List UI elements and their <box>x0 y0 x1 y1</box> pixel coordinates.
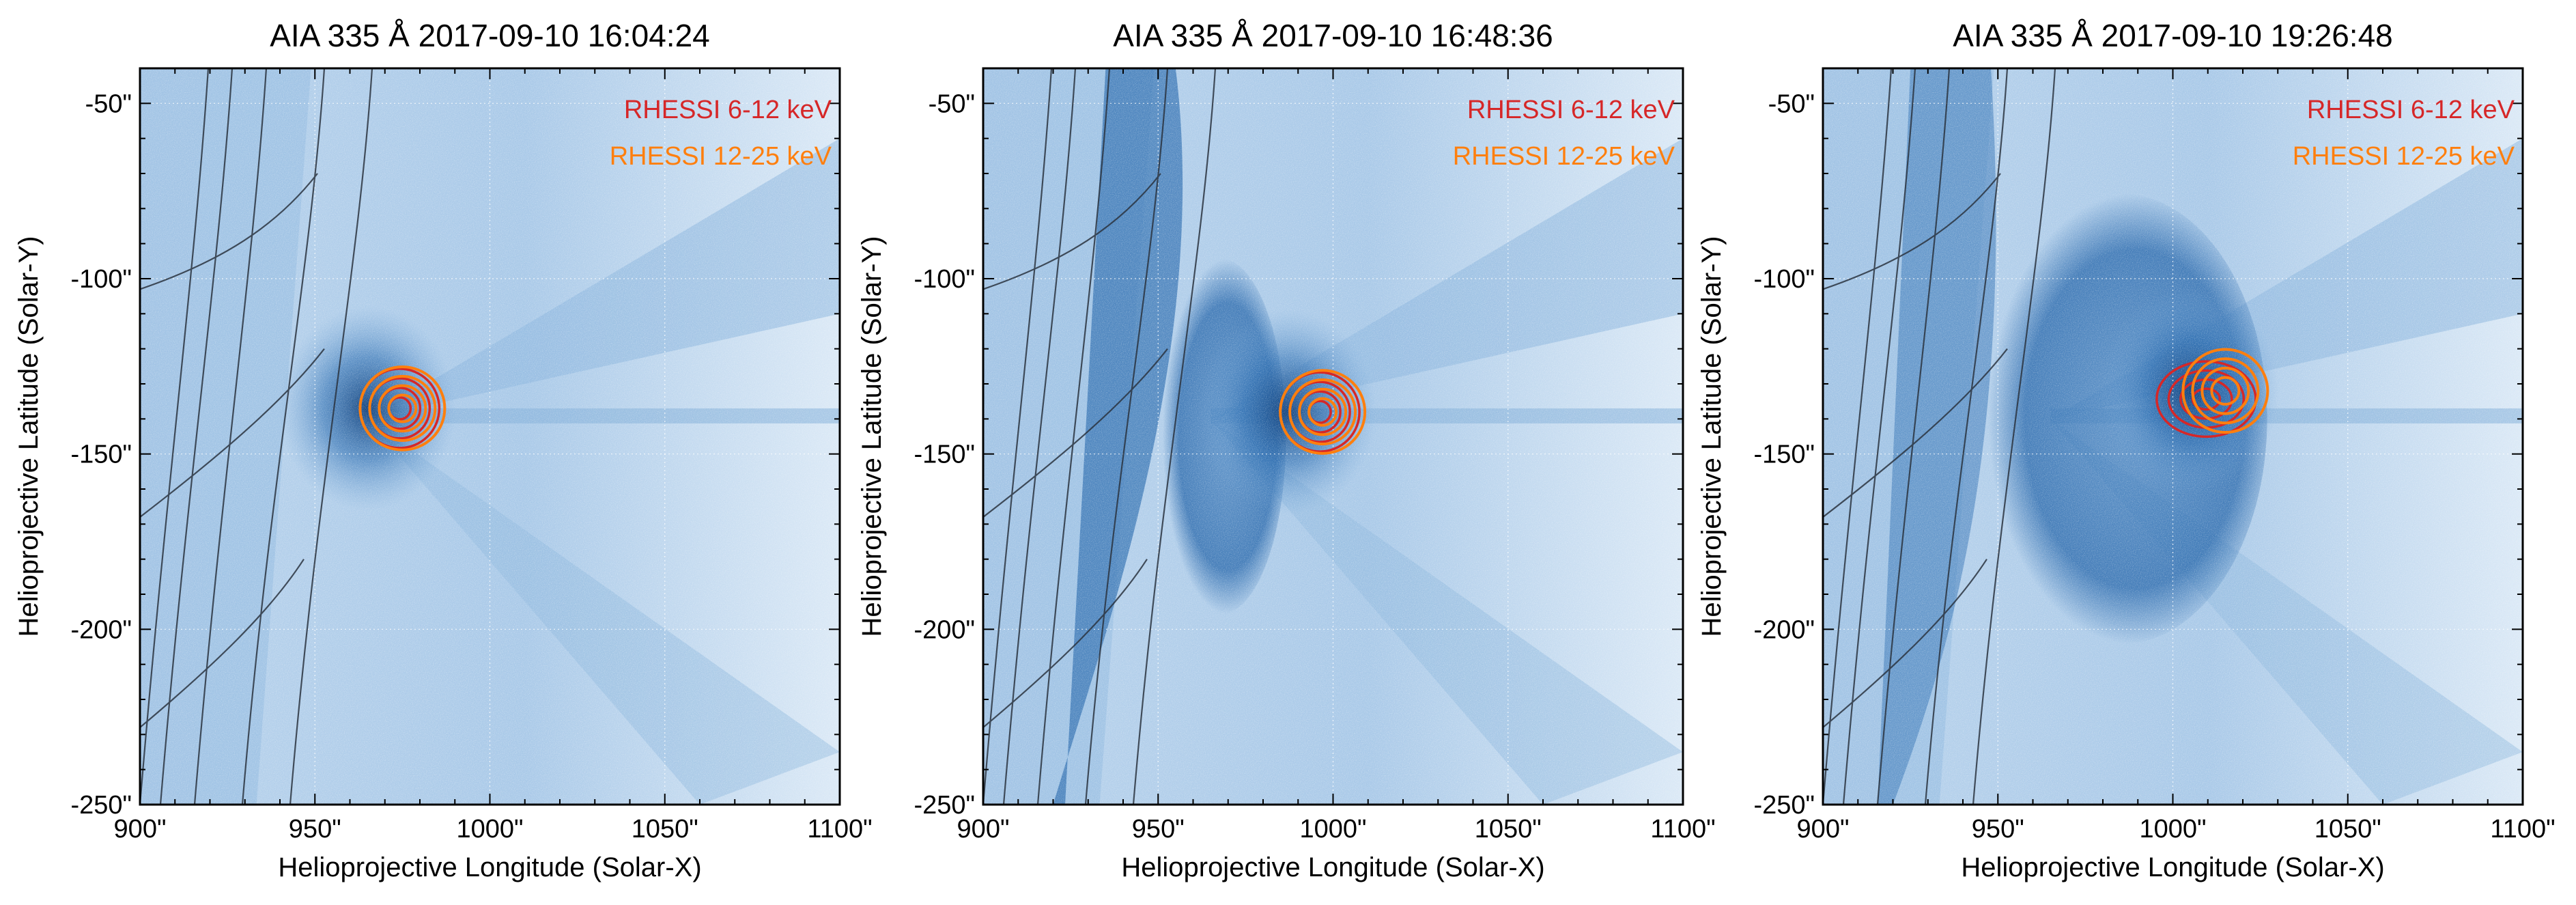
panel-title: AIA 335 Å 2017-09-10 16:48:36 <box>1113 18 1553 53</box>
y-tick-label: -100" <box>1753 265 1815 294</box>
y-tick-label: -200" <box>1753 615 1815 644</box>
legend-entry: RHESSI 6-12 keV <box>624 96 832 124</box>
y-tick-label: -50" <box>929 89 975 118</box>
y-tick-label: -200" <box>914 615 975 644</box>
y-tick-label: -100" <box>914 265 975 294</box>
panel-title: AIA 335 Å 2017-09-10 16:04:24 <box>270 18 710 53</box>
coordinate-grid-lines <box>140 68 373 805</box>
legend-entry: RHESSI 12-25 keV <box>610 142 832 171</box>
y-tick-label: -200" <box>70 615 132 644</box>
y-tick-label: -250" <box>914 791 975 820</box>
x-tick-label: 900" <box>114 815 167 844</box>
panel-3: 900" 950" 1000" 1050" 1100" -50" -100" -150" -20… <box>1697 18 2556 882</box>
x-tick-label: 1050" <box>1475 815 1542 844</box>
x-tick-label: 900" <box>957 815 1010 844</box>
x-tick-label: 950" <box>289 815 341 844</box>
x-tick-label: 950" <box>1132 815 1185 844</box>
legend-entry: RHESSI 12-25 keV <box>2293 142 2515 171</box>
legend-entry: RHESSI 6-12 keV <box>2307 96 2515 124</box>
x-tick-label: 1000" <box>2139 815 2206 844</box>
aia-image <box>983 68 1683 805</box>
x-axis-label: Helioprojective Longitude (Solar-X) <box>1121 852 1544 882</box>
x-tick-label: 900" <box>1797 815 1850 844</box>
legend-entry: RHESSI 12-25 keV <box>1453 142 1675 171</box>
coordinate-grid-lines <box>1823 68 2056 805</box>
y-axis-label: Helioprojective Latitude (Solar-Y) <box>1697 236 1727 637</box>
rhessi-contours <box>1279 369 1367 455</box>
x-tick-label: 1100" <box>1650 815 1715 844</box>
coordinate-grid-lines <box>983 68 1217 805</box>
x-tick-label: 1100" <box>2490 815 2555 844</box>
rhessi-contours <box>2155 348 2269 438</box>
panel-2: 900" 950" 1000" 1050" 1100" -50" -100" -150" -20… <box>857 18 1716 882</box>
panel-title: AIA 335 Å 2017-09-10 19:26:48 <box>1953 18 2393 53</box>
x-axis-label: Helioprojective Longitude (Solar-X) <box>278 852 701 882</box>
aia-image <box>140 68 840 805</box>
x-axis-label: Helioprojective Longitude (Solar-X) <box>1961 852 2384 882</box>
y-tick-label: -250" <box>70 791 132 820</box>
y-tick-label: -50" <box>1768 89 1815 118</box>
y-tick-label: -100" <box>70 265 132 294</box>
y-axis-label: Helioprojective Latitude (Solar-Y) <box>857 236 887 637</box>
x-tick-label: 1050" <box>632 815 698 844</box>
y-tick-label: -150" <box>70 441 132 469</box>
y-axis-label: Helioprojective Latitude (Solar-Y) <box>14 236 44 637</box>
x-tick-label: 1100" <box>807 815 872 844</box>
aia-image <box>1823 68 2523 805</box>
x-tick-label: 1050" <box>2315 815 2381 844</box>
rhessi-contours <box>358 365 447 451</box>
y-tick-label: -50" <box>85 89 132 118</box>
y-tick-label: -250" <box>1753 791 1815 820</box>
y-tick-label: -150" <box>1753 441 1815 469</box>
x-tick-label: 950" <box>1972 815 2024 844</box>
x-tick-label: 1000" <box>1299 815 1366 844</box>
y-tick-label: -150" <box>914 441 975 469</box>
legend-entry: RHESSI 6-12 keV <box>1467 96 1675 124</box>
panel-1: 900" 950" 1000" 1050" 1100" -50" -100" -150" -20… <box>14 18 873 882</box>
x-tick-label: 1000" <box>456 815 523 844</box>
